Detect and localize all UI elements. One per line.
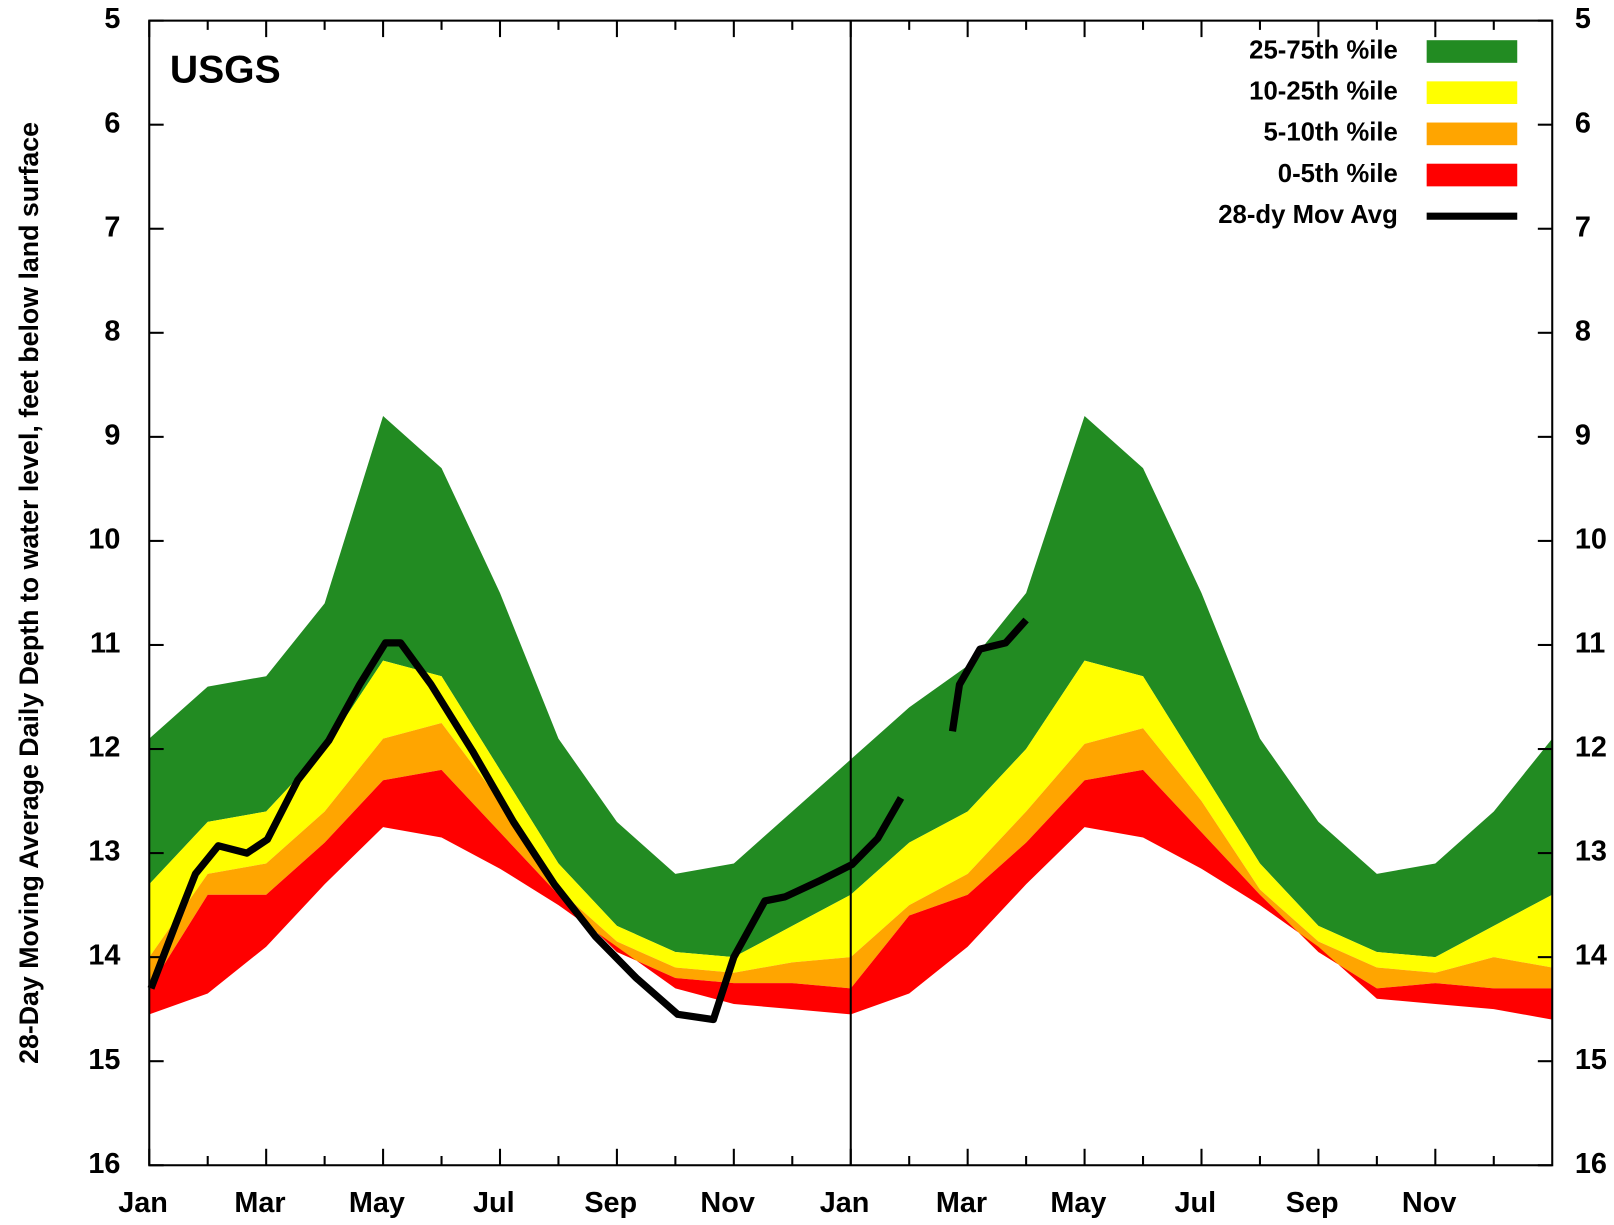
y2-tick-label: 6 xyxy=(1575,107,1591,139)
y2-tick-label: 7 xyxy=(1575,211,1591,243)
legend-swatch xyxy=(1426,40,1518,63)
y-tick-label: 11 xyxy=(90,628,120,660)
x-tick-label: Sep xyxy=(584,1187,637,1219)
x-tick-label: Mar xyxy=(234,1187,285,1219)
y2-tick-label: 11 xyxy=(1575,628,1605,660)
y2-tick-label: 13 xyxy=(1575,836,1607,868)
x-tick-label: Jan xyxy=(820,1187,870,1219)
y-tick-label: 15 xyxy=(88,1044,120,1076)
legend-label: 25-75th %ile xyxy=(1249,36,1398,64)
x-tick-label: May xyxy=(349,1187,405,1219)
legend-label: 5-10th %ile xyxy=(1263,119,1397,147)
y-tick-label: 5 xyxy=(104,3,120,35)
y-tick-label: 16 xyxy=(88,1148,120,1180)
moving-average-line xyxy=(147,617,1029,1024)
legend-swatch xyxy=(1426,163,1518,187)
legend-swatch xyxy=(1426,81,1518,105)
y-tick-label: 7 xyxy=(104,211,120,243)
y-axis-label: 28-Day Moving Average Daily Depth to wat… xyxy=(14,122,44,1064)
legend-swatch xyxy=(1426,122,1518,146)
y-tick-label: 8 xyxy=(104,315,120,347)
y2-tick-label: 8 xyxy=(1575,315,1591,347)
legend-label: 0-5th %ile xyxy=(1278,160,1398,188)
y2-tick-label: 15 xyxy=(1575,1044,1607,1076)
y2-tick-label: 14 xyxy=(1575,940,1607,972)
x-tick-label: May xyxy=(1050,1187,1106,1219)
x-tick-label: Jan xyxy=(118,1187,168,1219)
x-tick-label: Nov xyxy=(700,1187,754,1219)
y2-tick-label: 16 xyxy=(1575,1148,1607,1180)
x-tick-label: Mar xyxy=(936,1187,987,1219)
y-tick-label: 10 xyxy=(88,524,120,556)
y-tick-label: 13 xyxy=(88,836,120,868)
x-tick-label: Jul xyxy=(473,1187,515,1219)
x-tick-label: Jul xyxy=(1174,1187,1216,1219)
y2-tick-label: 5 xyxy=(1575,3,1591,35)
y2-tick-label: 10 xyxy=(1575,524,1607,556)
y-tick-label: 9 xyxy=(104,419,120,451)
x-tick-label: Sep xyxy=(1286,1187,1339,1219)
y2-tick-label: 12 xyxy=(1575,732,1607,764)
y2-tick-label: 9 xyxy=(1575,419,1591,451)
y-tick-label: 6 xyxy=(104,107,120,139)
annotation: USGS xyxy=(170,48,281,91)
y-tick-label: 14 xyxy=(88,940,120,972)
x-tick-label: Nov xyxy=(1402,1187,1456,1219)
legend-label: 28-dy Mov Avg xyxy=(1218,201,1398,229)
percentile-band xyxy=(149,769,1553,1020)
y-tick-label: 12 xyxy=(88,732,120,764)
legend-label: 10-25th %ile xyxy=(1249,77,1398,105)
